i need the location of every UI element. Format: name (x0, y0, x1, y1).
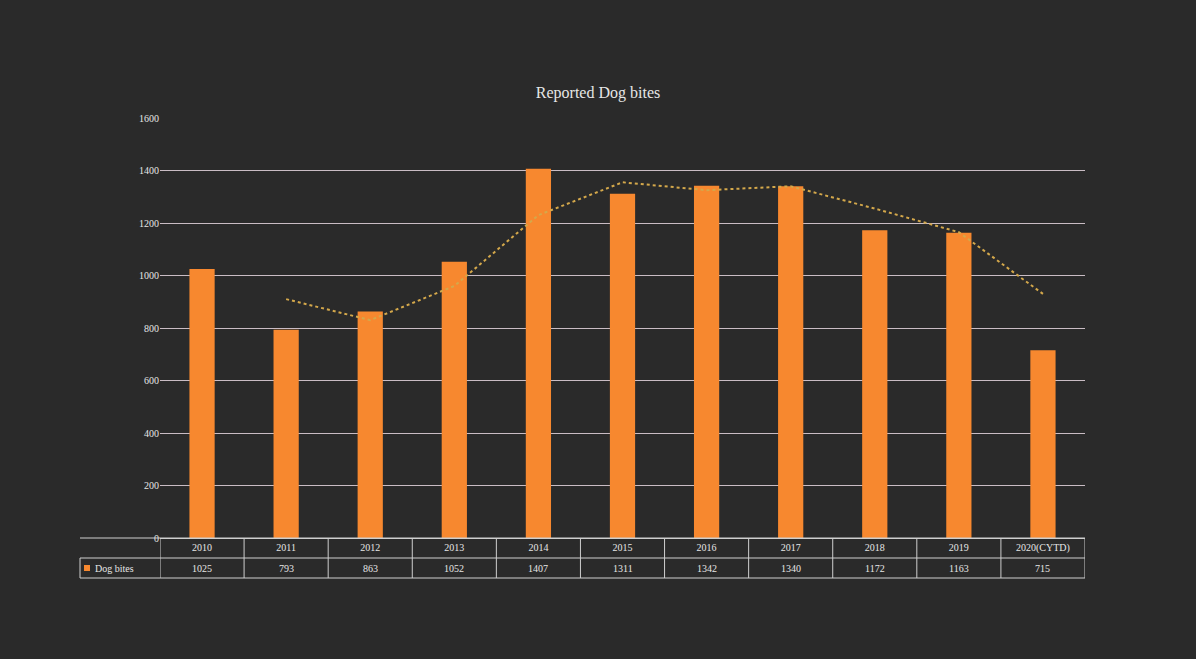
svg-text:793: 793 (279, 563, 294, 574)
svg-text:2010: 2010 (192, 542, 212, 553)
svg-text:1163: 1163 (949, 563, 969, 574)
svg-text:2015: 2015 (613, 542, 633, 553)
svg-text:600: 600 (144, 375, 159, 386)
svg-text:2017: 2017 (781, 542, 801, 553)
svg-text:800: 800 (144, 323, 159, 334)
svg-text:2016: 2016 (697, 542, 717, 553)
svg-text:2018: 2018 (865, 542, 885, 553)
svg-text:2014: 2014 (528, 542, 548, 553)
svg-text:1400: 1400 (139, 165, 159, 176)
svg-text:2020(CYTD): 2020(CYTD) (1016, 542, 1070, 554)
svg-text:Reported Dog bites: Reported Dog bites (536, 84, 660, 102)
svg-text:1342: 1342 (697, 563, 717, 574)
svg-text:1200: 1200 (139, 218, 159, 229)
svg-text:1052: 1052 (444, 563, 464, 574)
svg-text:2019: 2019 (949, 542, 969, 553)
svg-text:2011: 2011 (276, 542, 296, 553)
svg-text:1025: 1025 (192, 563, 212, 574)
svg-text:1000: 1000 (139, 270, 159, 281)
svg-text:1340: 1340 (781, 563, 801, 574)
svg-text:1172: 1172 (865, 563, 885, 574)
svg-text:2012: 2012 (360, 542, 380, 553)
svg-text:863: 863 (363, 563, 378, 574)
svg-text:2013: 2013 (444, 542, 464, 553)
svg-text:200: 200 (144, 480, 159, 491)
svg-text:Dog bites: Dog bites (95, 563, 134, 574)
svg-text:0: 0 (154, 533, 159, 544)
svg-text:1407: 1407 (528, 563, 548, 574)
svg-text:715: 715 (1035, 563, 1050, 574)
svg-text:400: 400 (144, 428, 159, 439)
svg-text:1311: 1311 (613, 563, 633, 574)
svg-text:1600: 1600 (139, 113, 159, 124)
